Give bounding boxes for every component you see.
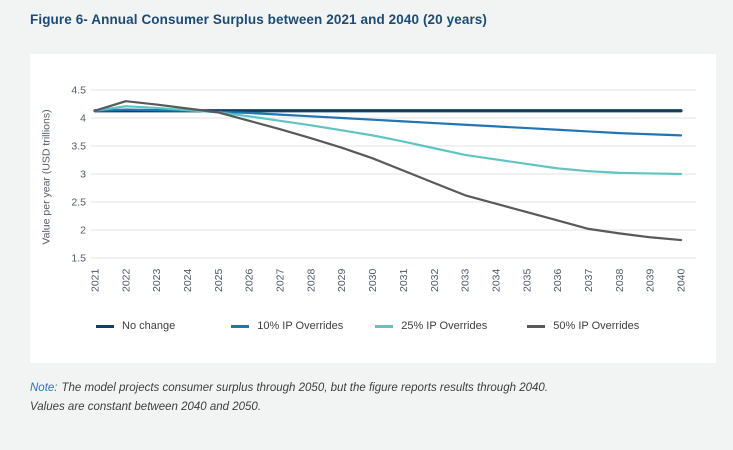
legend-item-10pct-ip-overrides: 10% IP Overrides: [231, 320, 343, 332]
legend-swatch-no-change: [96, 324, 114, 328]
x-tick-label: 2034: [490, 268, 502, 292]
y-tick-label: 3.5: [71, 141, 86, 153]
x-tick-label: 2030: [367, 268, 379, 292]
x-tick-label: 2038: [614, 268, 626, 292]
y-tick-label: 2: [80, 225, 86, 237]
x-tick-label: 2039: [645, 268, 657, 292]
y-tick-label: 3: [80, 169, 86, 181]
x-tick-label: 2031: [398, 268, 410, 292]
figure-title: Figure 6- Annual Consumer Surplus betwee…: [30, 12, 487, 27]
y-axis-title: Value per year (USD trillions): [30, 82, 64, 272]
chart-legend: No change 10% IP Overrides 25% IP Overri…: [30, 320, 716, 332]
x-tick-label: 2021: [90, 268, 102, 292]
legend-label-25pct-ip-overrides: 25% IP Overrides: [401, 320, 488, 332]
x-tick-label: 2026: [244, 268, 256, 292]
legend-label-50pct-ip-overrides: 50% IP Overrides: [553, 320, 640, 332]
chart-svg: 4.5 4 3.5 3 2.5 2 1.5 2021 2022 2023 2024 2025 2026 2…: [71, 85, 696, 292]
note-label: Note:: [30, 382, 58, 394]
x-tick-label: 2029: [336, 268, 348, 292]
note-line2: Values are constant between 2040 and 205…: [30, 400, 262, 413]
x-tick-label: 2033: [460, 268, 472, 292]
figure-note: Note: The model projects consumer surplus…: [30, 379, 710, 417]
x-tick-label: 2024: [182, 268, 194, 292]
series-line-25-ip-overrides: [93, 105, 683, 176]
x-tick-label: 2035: [521, 268, 533, 292]
x-tick-label: 2036: [552, 268, 564, 292]
x-tick-label: 2040: [676, 268, 688, 292]
x-tick-label: 2032: [429, 268, 441, 292]
chart-area: Value per year (USD trillions) 4.5 4 3.5 3 2…: [30, 54, 716, 298]
legend-swatch-50pct-ip-overrides: [527, 324, 546, 328]
y-tick-label: 4.5: [71, 85, 86, 97]
series-line-10-ip-overrides: [93, 108, 683, 137]
chart-card: Value per year (USD trillions) 4.5 4 3.5 3 2…: [30, 54, 716, 363]
x-tick-label: 2022: [120, 268, 132, 292]
legend-label-no-change: No change: [122, 320, 176, 332]
legend-swatch-10pct-ip-overrides: [231, 324, 250, 328]
legend-swatch-25pct-ip-overrides: [375, 324, 394, 328]
x-tick-label: 2023: [151, 268, 163, 292]
x-tick-label: 2037: [583, 268, 595, 292]
y-tick-label: 1.5: [71, 253, 86, 265]
series-line-50-ip-overrides: [93, 100, 683, 242]
y-tick-label: 2.5: [71, 197, 86, 209]
legend-label-10pct-ip-overrides: 10% IP Overrides: [257, 320, 344, 332]
note-line1: The model projects consumer surplus thro…: [61, 382, 548, 394]
x-tick-label: 2025: [213, 268, 225, 292]
legend-item-no-change: No change: [96, 320, 175, 332]
y-axis-title-text: Value per year (USD trillions): [41, 109, 53, 245]
x-tick-label: 2028: [305, 268, 317, 292]
legend-item-50pct-ip-overrides: 50% IP Overrides: [527, 320, 639, 332]
x-tick-label: 2027: [275, 268, 287, 292]
legend-item-25pct-ip-overrides: 25% IP Overrides: [375, 320, 487, 332]
y-tick-label: 4: [80, 113, 86, 125]
